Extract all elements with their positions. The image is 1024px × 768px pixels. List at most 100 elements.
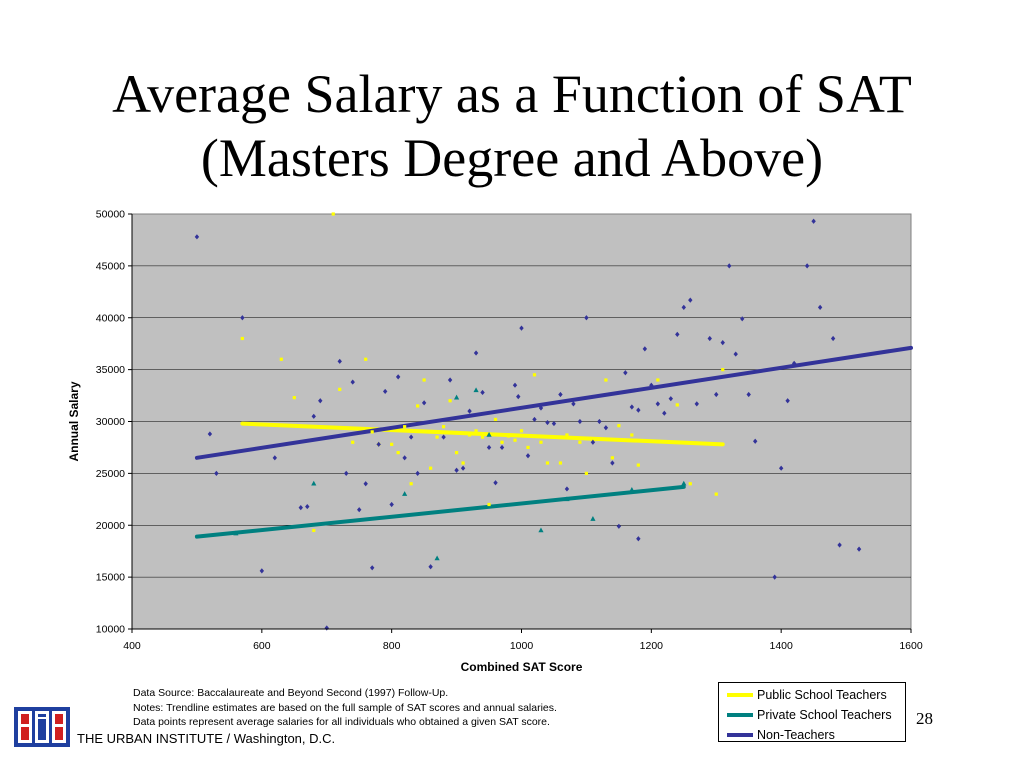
- point-non-teachers: [460, 465, 466, 471]
- x-tick-label: 1200: [640, 640, 664, 652]
- x-tick-label: 1400: [769, 640, 793, 652]
- point-public-school-teachers: [675, 403, 679, 407]
- point-non-teachers: [675, 331, 680, 337]
- point-public-school-teachers: [396, 451, 400, 455]
- point-non-teachers: [817, 304, 823, 310]
- point-non-teachers: [636, 407, 641, 413]
- point-non-teachers: [499, 444, 505, 451]
- point-non-teachers: [447, 377, 453, 383]
- point-non-teachers: [408, 434, 414, 440]
- point-non-teachers: [512, 382, 518, 388]
- x-tick-label: 1600: [899, 640, 923, 652]
- point-public-school-teachers: [688, 482, 692, 486]
- point-public-school-teachers: [604, 378, 608, 382]
- point-non-teachers: [590, 439, 596, 445]
- y-tick-label: 10000: [96, 624, 125, 636]
- point-non-teachers: [305, 503, 310, 510]
- legend-label-private: Private School Teachers: [757, 708, 892, 722]
- point-private-school-teachers: [538, 527, 544, 533]
- point-non-teachers: [357, 507, 362, 513]
- point-public-school-teachers: [331, 212, 335, 216]
- point-non-teachers: [662, 410, 667, 416]
- point-non-teachers: [493, 480, 498, 486]
- point-non-teachers: [259, 568, 265, 574]
- legend-item-public: Public School Teachers: [719, 685, 905, 705]
- point-public-school-teachers: [454, 451, 459, 455]
- point-non-teachers: [473, 350, 479, 356]
- point-non-teachers: [785, 398, 790, 404]
- point-non-teachers: [753, 438, 758, 444]
- point-public-school-teachers: [292, 396, 296, 400]
- point-non-teachers: [558, 391, 563, 398]
- point-public-school-teachers: [461, 461, 465, 465]
- point-non-teachers: [486, 444, 492, 451]
- point-public-school-teachers: [565, 433, 569, 437]
- point-non-teachers: [571, 401, 576, 407]
- y-tick-label: 15000: [96, 572, 125, 584]
- point-non-teachers: [376, 441, 381, 447]
- point-non-teachers: [214, 470, 219, 476]
- point-public-school-teachers: [364, 357, 368, 361]
- point-non-teachers: [551, 420, 557, 427]
- point-public-school-teachers: [422, 378, 426, 382]
- point-private-school-teachers: [434, 555, 440, 561]
- point-non-teachers: [629, 404, 635, 410]
- point-public-school-teachers: [558, 461, 563, 465]
- point-public-school-teachers: [435, 435, 439, 439]
- page-number: 28: [916, 709, 933, 728]
- point-non-teachers: [791, 360, 797, 366]
- point-non-teachers: [298, 505, 303, 511]
- note-datapoints: Data points represent average salaries f…: [133, 716, 550, 728]
- x-axis-label: Combined SAT Score: [461, 660, 583, 674]
- point-non-teachers: [272, 455, 278, 461]
- point-non-teachers: [649, 382, 654, 388]
- legend-item-nonteachers: Non-Teachers: [719, 725, 905, 745]
- point-public-school-teachers: [409, 482, 413, 486]
- point-non-teachers: [516, 394, 521, 400]
- point-non-teachers: [480, 389, 485, 396]
- trendline-non-teachers: [194, 345, 913, 460]
- point-public-school-teachers: [487, 502, 491, 507]
- point-public-school-teachers: [636, 463, 640, 467]
- point-non-teachers: [740, 316, 745, 322]
- point-non-teachers: [733, 351, 738, 357]
- point-non-teachers: [830, 335, 836, 342]
- point-non-teachers: [311, 413, 316, 419]
- point-non-teachers: [402, 455, 407, 461]
- point-non-teachers: [389, 501, 394, 508]
- point-private-school-teachers: [402, 491, 408, 496]
- point-non-teachers: [395, 374, 401, 380]
- point-non-teachers: [428, 564, 433, 570]
- point-public-school-teachers: [545, 461, 550, 465]
- footer-organization: THE URBAN INSTITUTE / Washington, D.C.: [77, 731, 336, 746]
- title-line-1: Average Salary as a Function of SAT: [112, 64, 912, 124]
- x-tick-label: 600: [253, 640, 271, 652]
- trendline-private-school-teachers: [194, 484, 686, 539]
- point-private-school-teachers: [564, 496, 570, 502]
- point-non-teachers: [603, 425, 609, 431]
- point-public-school-teachers: [584, 471, 589, 475]
- point-non-teachers: [532, 416, 537, 423]
- point-public-school-teachers: [240, 336, 244, 341]
- point-non-teachers: [707, 335, 712, 342]
- point-non-teachers: [382, 388, 388, 395]
- point-public-school-teachers: [513, 438, 517, 442]
- slide-title: Average Salary as a Function of SAT (Mas…: [0, 62, 1024, 190]
- x-tick-label: 1000: [510, 640, 534, 652]
- point-non-teachers: [746, 391, 751, 398]
- point-public-school-teachers: [532, 373, 537, 377]
- point-non-teachers: [804, 263, 810, 269]
- point-non-teachers: [454, 467, 459, 473]
- point-non-teachers: [350, 379, 355, 385]
- point-non-teachers: [837, 542, 842, 548]
- legend-label-nonteachers: Non-Teachers: [757, 728, 835, 742]
- point-non-teachers: [337, 358, 342, 364]
- point-public-school-teachers: [480, 435, 485, 439]
- legend-item-private: Private School Teachers: [719, 705, 905, 725]
- point-non-teachers: [655, 401, 661, 407]
- point-private-school-teachers: [233, 530, 239, 536]
- point-non-teachers: [207, 431, 213, 437]
- point-public-school-teachers: [630, 433, 634, 437]
- y-tick-label: 45000: [96, 260, 125, 272]
